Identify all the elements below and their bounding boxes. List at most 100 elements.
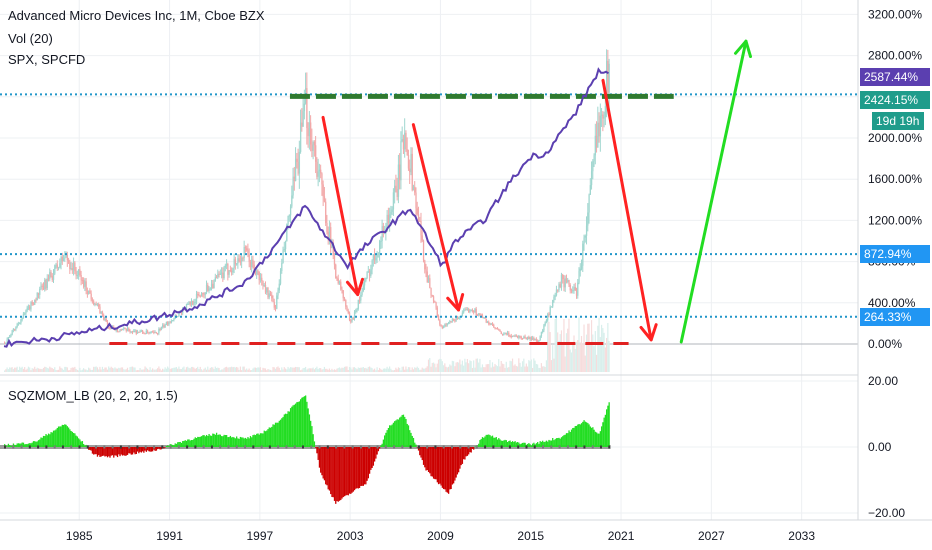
momentum-bar (452, 447, 455, 484)
volume-bar (106, 369, 109, 372)
momentum-bar (385, 432, 387, 447)
volume-bar (209, 367, 211, 372)
momentum-bar (247, 437, 249, 447)
momentum-bar (560, 437, 563, 447)
candle-body (299, 122, 302, 152)
candle-body (508, 332, 510, 336)
volume-bar (474, 367, 476, 372)
momentum-bar (19, 443, 21, 447)
momentum-bar (391, 424, 393, 447)
candle-body (357, 299, 359, 309)
volume-bar (115, 368, 117, 372)
squeeze-dot (475, 445, 478, 449)
candle-body (302, 111, 304, 127)
momentum-bar (109, 447, 111, 458)
momentum-bar (440, 447, 442, 486)
momentum-bar (567, 433, 569, 447)
x-tick-label: 1985 (66, 529, 93, 543)
volume-bar (129, 367, 131, 372)
candle-body (125, 328, 127, 331)
candle-body (415, 192, 417, 209)
candle-body (244, 247, 247, 249)
candle-body (318, 169, 321, 172)
volume-bar (470, 361, 472, 372)
volume-bar (26, 368, 28, 372)
momentum-bar (125, 447, 127, 456)
volume-bar (64, 366, 66, 372)
momentum-bar (528, 443, 530, 447)
candle-body (207, 284, 209, 292)
volume-bar (570, 352, 573, 372)
momentum-bar (59, 426, 61, 447)
volume-bar (574, 348, 576, 372)
momentum-histogram (0, 395, 611, 504)
candle-body (430, 287, 432, 296)
candle-body (343, 298, 346, 300)
candle-body (606, 60, 608, 107)
volume-bar (436, 363, 438, 372)
arrow-down-2008 (411, 123, 461, 312)
momentum-bar (352, 447, 354, 492)
candle-body (172, 320, 174, 322)
volume-bar (57, 369, 60, 372)
momentum-bar (93, 447, 95, 455)
candle-body (52, 273, 55, 280)
candle-body (469, 311, 471, 313)
momentum-bar (146, 447, 149, 451)
candle-body (392, 192, 395, 210)
candle-body (516, 335, 519, 338)
momentum-bar (371, 447, 373, 468)
volume-bar (98, 369, 100, 372)
momentum-bar (77, 438, 80, 447)
volume-bar (340, 368, 342, 372)
momentum-bar (533, 442, 535, 447)
candle-body (90, 293, 92, 300)
momentum-bar (45, 434, 47, 447)
volume-bar (143, 369, 145, 372)
volume-bar (294, 366, 297, 372)
candle-body (219, 273, 222, 275)
candle-body (190, 300, 193, 305)
volume-bar (460, 364, 462, 372)
volume-bar (243, 366, 245, 372)
momentum-bar (399, 417, 401, 447)
momentum-bar (114, 447, 116, 456)
volume-bar (495, 365, 497, 372)
candle-body (513, 335, 515, 337)
volume-bar (80, 370, 82, 372)
volume-bar (124, 369, 126, 372)
squeeze-dot (359, 445, 362, 449)
volume-bar (513, 365, 515, 372)
volume-bar (540, 363, 542, 372)
candle-body (133, 330, 135, 333)
volume-bar (532, 367, 534, 372)
momentum-bar (455, 447, 457, 478)
candle-body (376, 254, 378, 258)
drawn-dashed-lines (109, 93, 674, 345)
volume-bar (552, 345, 554, 372)
momentum-bar (505, 440, 507, 447)
volume-bar (353, 367, 356, 372)
volume-bar (599, 337, 601, 372)
volume-bar (40, 368, 42, 372)
candle-body (11, 330, 13, 335)
volume-bar (150, 369, 152, 372)
momentum-bar (208, 433, 210, 447)
candle-body (585, 225, 588, 236)
volume-bar (95, 366, 97, 372)
candle-body (14, 328, 16, 330)
volume-bar (36, 367, 38, 372)
momentum-bar (606, 409, 608, 447)
momentum-bar (460, 447, 462, 466)
volume-bar (548, 321, 550, 372)
volume-bar (228, 367, 230, 372)
momentum-bar (302, 397, 304, 447)
volume-bar (208, 369, 210, 372)
volume-bar (358, 367, 361, 372)
volume-bar (163, 369, 165, 372)
volume-bar (347, 369, 349, 372)
momentum-bar (318, 447, 321, 468)
candle-body (568, 280, 570, 285)
candle-body (327, 232, 329, 239)
squeeze-dot (45, 445, 48, 449)
